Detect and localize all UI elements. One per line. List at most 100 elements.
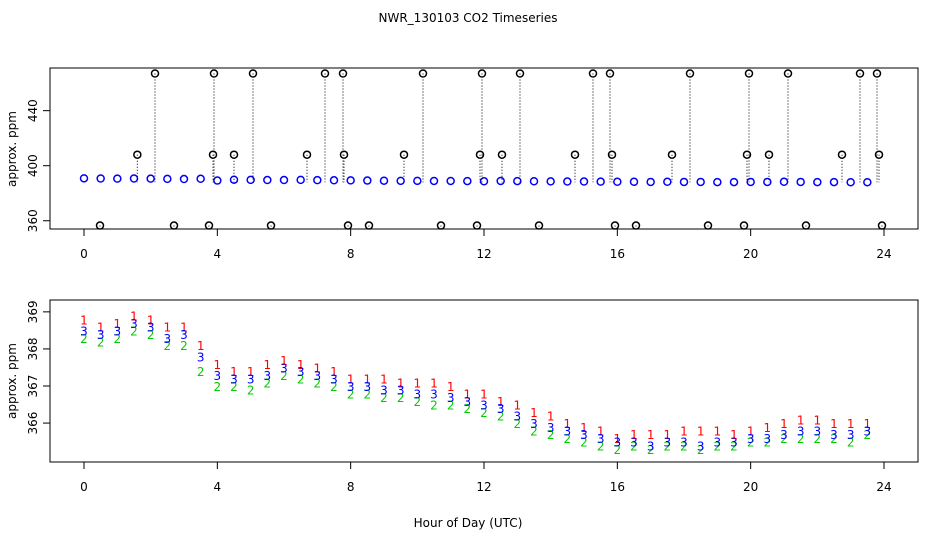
symbol-point: 1 [697, 424, 705, 438]
point [863, 177, 872, 187]
symbol-point: 1 [447, 380, 455, 394]
symbol-point: 1 [80, 313, 88, 327]
point [746, 177, 755, 187]
point [133, 150, 142, 159]
symbol-point: 1 [464, 387, 472, 401]
point [279, 175, 289, 185]
symbol-point: 2 [314, 376, 322, 390]
point [418, 69, 428, 78]
symbol-point: 1 [97, 321, 105, 335]
point [208, 150, 218, 159]
symbol-point: 1 [497, 395, 505, 409]
symbol-point: 1 [214, 358, 222, 372]
point [429, 176, 439, 186]
symbol-point: 1 [814, 413, 822, 427]
point [605, 69, 615, 78]
symbol-point: 1 [364, 373, 372, 387]
point [588, 69, 598, 78]
symbol-point: 2 [264, 376, 272, 390]
symbol-point: 2 [530, 424, 538, 438]
symbol-point: 2 [547, 428, 555, 442]
point [363, 176, 372, 185]
point [629, 177, 639, 187]
symbol-point: 3 [130, 317, 138, 331]
point [266, 221, 276, 230]
point [613, 177, 622, 187]
point [339, 150, 349, 159]
symbol-point: 1 [680, 424, 688, 438]
y-axis-label: approx. ppm [5, 111, 19, 187]
x-tick-label: 16 [610, 247, 625, 261]
symbol-point: 3 [630, 436, 638, 450]
point [813, 177, 822, 187]
x-tick-label: 4 [214, 247, 222, 261]
symbol-point: 1 [130, 310, 138, 324]
symbol-point: 2 [164, 339, 172, 353]
symbol-point: 2 [414, 395, 422, 409]
symbol-point: 3 [380, 384, 388, 398]
symbol-point: 1 [730, 428, 738, 442]
point [563, 177, 572, 186]
symbol-point: 1 [864, 417, 872, 431]
symbol-point: 3 [280, 361, 288, 375]
point [596, 177, 605, 186]
symbol-point: 2 [330, 380, 338, 394]
symbol-point: 3 [747, 432, 755, 446]
y-axis-label: approx. ppm [5, 343, 19, 419]
symbol-point: 2 [464, 402, 472, 416]
symbol-point: 3 [197, 350, 205, 364]
symbol-point: 1 [430, 376, 438, 390]
symbol-point: 2 [830, 432, 838, 446]
point [263, 175, 272, 185]
symbol-point: 1 [664, 428, 672, 442]
point [703, 221, 713, 230]
point [475, 150, 485, 159]
symbol-point: 2 [430, 399, 438, 413]
symbol-point: 3 [414, 387, 422, 401]
point [313, 175, 322, 185]
symbol-point: 3 [97, 328, 105, 342]
y-tick-label: 367 [26, 375, 40, 398]
symbol-point: 3 [230, 373, 238, 387]
symbol-point: 3 [597, 432, 605, 446]
x-tick-label: 24 [876, 247, 891, 261]
symbol-point: 2 [380, 391, 388, 405]
symbol-point: 1 [714, 424, 722, 438]
symbol-point: 3 [347, 380, 355, 394]
symbol-point: 2 [714, 439, 722, 453]
point [534, 221, 544, 230]
symbol-point: 2 [747, 436, 755, 450]
symbol-point: 1 [314, 361, 322, 375]
symbol-point: 2 [697, 443, 705, 457]
symbol-point: 3 [564, 424, 572, 438]
x-tick-label: 4 [214, 480, 222, 494]
y-tick-label: 369 [26, 300, 40, 323]
symbol-point: 3 [330, 373, 338, 387]
point [877, 221, 887, 230]
symbol-point: 3 [447, 391, 455, 405]
symbol-point: 2 [297, 373, 305, 387]
point [829, 177, 839, 187]
symbol-point: 3 [847, 428, 855, 442]
point [463, 176, 472, 186]
point [837, 150, 847, 159]
point [846, 177, 855, 187]
symbol-point: 1 [614, 432, 622, 446]
symbol-point: 1 [164, 321, 172, 335]
symbol-point: 1 [830, 417, 838, 431]
y-tick-label: 366 [26, 412, 40, 435]
symbol-point: 3 [580, 428, 588, 442]
symbol-point: 1 [847, 417, 855, 431]
symbol-point: 3 [364, 380, 372, 394]
symbol-point: 2 [797, 432, 805, 446]
x-tick-label: 20 [743, 480, 758, 494]
point [513, 176, 522, 186]
symbol-point: 3 [697, 439, 705, 453]
point [610, 221, 620, 230]
symbol-point: 2 [730, 439, 738, 453]
point [146, 174, 155, 183]
symbol-point: 2 [114, 332, 122, 346]
point [163, 174, 172, 184]
point [679, 177, 689, 187]
point [196, 174, 205, 184]
